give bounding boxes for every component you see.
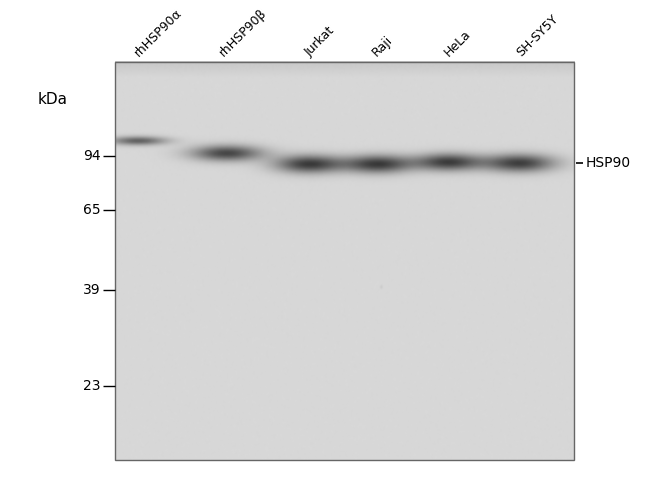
Text: rhHSP90α: rhHSP90α <box>132 6 185 59</box>
Text: 23: 23 <box>83 379 100 393</box>
Text: Raji: Raji <box>370 34 396 59</box>
Text: SH-SY5Y: SH-SY5Y <box>514 13 561 59</box>
Text: Jurkat: Jurkat <box>302 25 337 59</box>
Text: HSP90: HSP90 <box>585 156 630 170</box>
Bar <box>115 62 574 460</box>
Text: 39: 39 <box>83 283 100 297</box>
Text: 94: 94 <box>83 149 100 163</box>
Text: 65: 65 <box>83 203 100 217</box>
Text: rhHSP90β: rhHSP90β <box>217 7 270 59</box>
Text: kDa: kDa <box>37 92 68 106</box>
Text: HeLa: HeLa <box>442 28 474 59</box>
